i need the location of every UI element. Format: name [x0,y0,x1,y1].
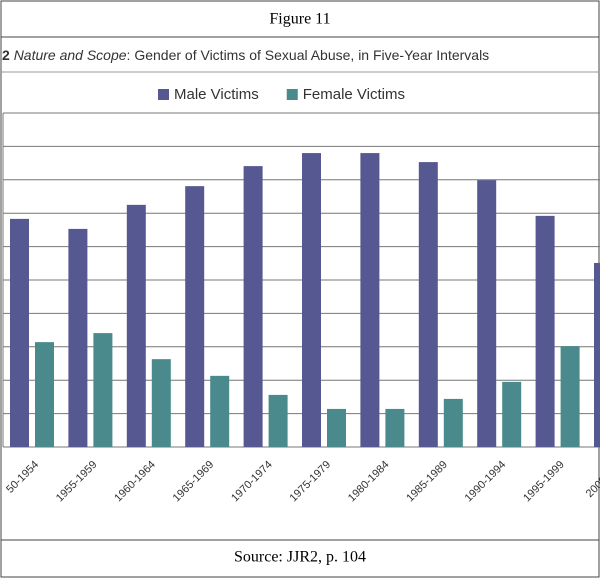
legend-swatch [286,89,298,100]
title-rest: : Gender of Victims of Sexual Abuse, in … [127,47,490,63]
bar [443,398,463,447]
bar [268,394,288,447]
legend-label: Male Victims [174,86,259,103]
title-italic: Nature and Scope [14,47,127,63]
bar [327,408,346,447]
bar [360,153,380,447]
x-tick-label: 1975-1979 [287,459,333,505]
bar [535,215,555,447]
legend-swatch [158,89,169,100]
bar [560,346,580,447]
x-tick-label: 2000-200 [584,459,600,500]
bar [243,166,263,447]
x-tick-label: 1995-1999 [521,459,567,505]
bar [594,262,600,447]
bar [418,162,438,447]
legend-label: Female Victims [303,86,405,103]
x-tick-label: 1970-1974 [229,459,275,505]
bar [477,180,497,447]
bar [126,204,146,447]
x-tick-label: 50-1954 [4,459,41,496]
header: Figure 11 [269,11,330,28]
bar [502,381,522,447]
title-prefix: 2 [2,47,14,63]
bar [35,342,54,447]
x-tick-label: 1960-1964 [112,459,158,505]
x-tick-label: 1980-1984 [346,459,392,505]
bar [385,408,405,447]
x-tick-label: 1965-1969 [171,459,217,505]
bar [93,333,113,447]
x-tick-label: 1990-1994 [463,459,509,505]
footer: Source: JJR2, p. 104 [234,549,366,566]
x-tick-label: 1985-1989 [404,459,450,505]
bar [68,228,88,447]
chart-title: 2 Nature and Scope: Gender of Victims of… [2,47,489,63]
bar [210,375,230,447]
x-tick-label: 1955-1959 [54,459,100,505]
bar [302,153,321,447]
bar [151,359,171,447]
bar [10,218,29,447]
bar [185,186,205,447]
